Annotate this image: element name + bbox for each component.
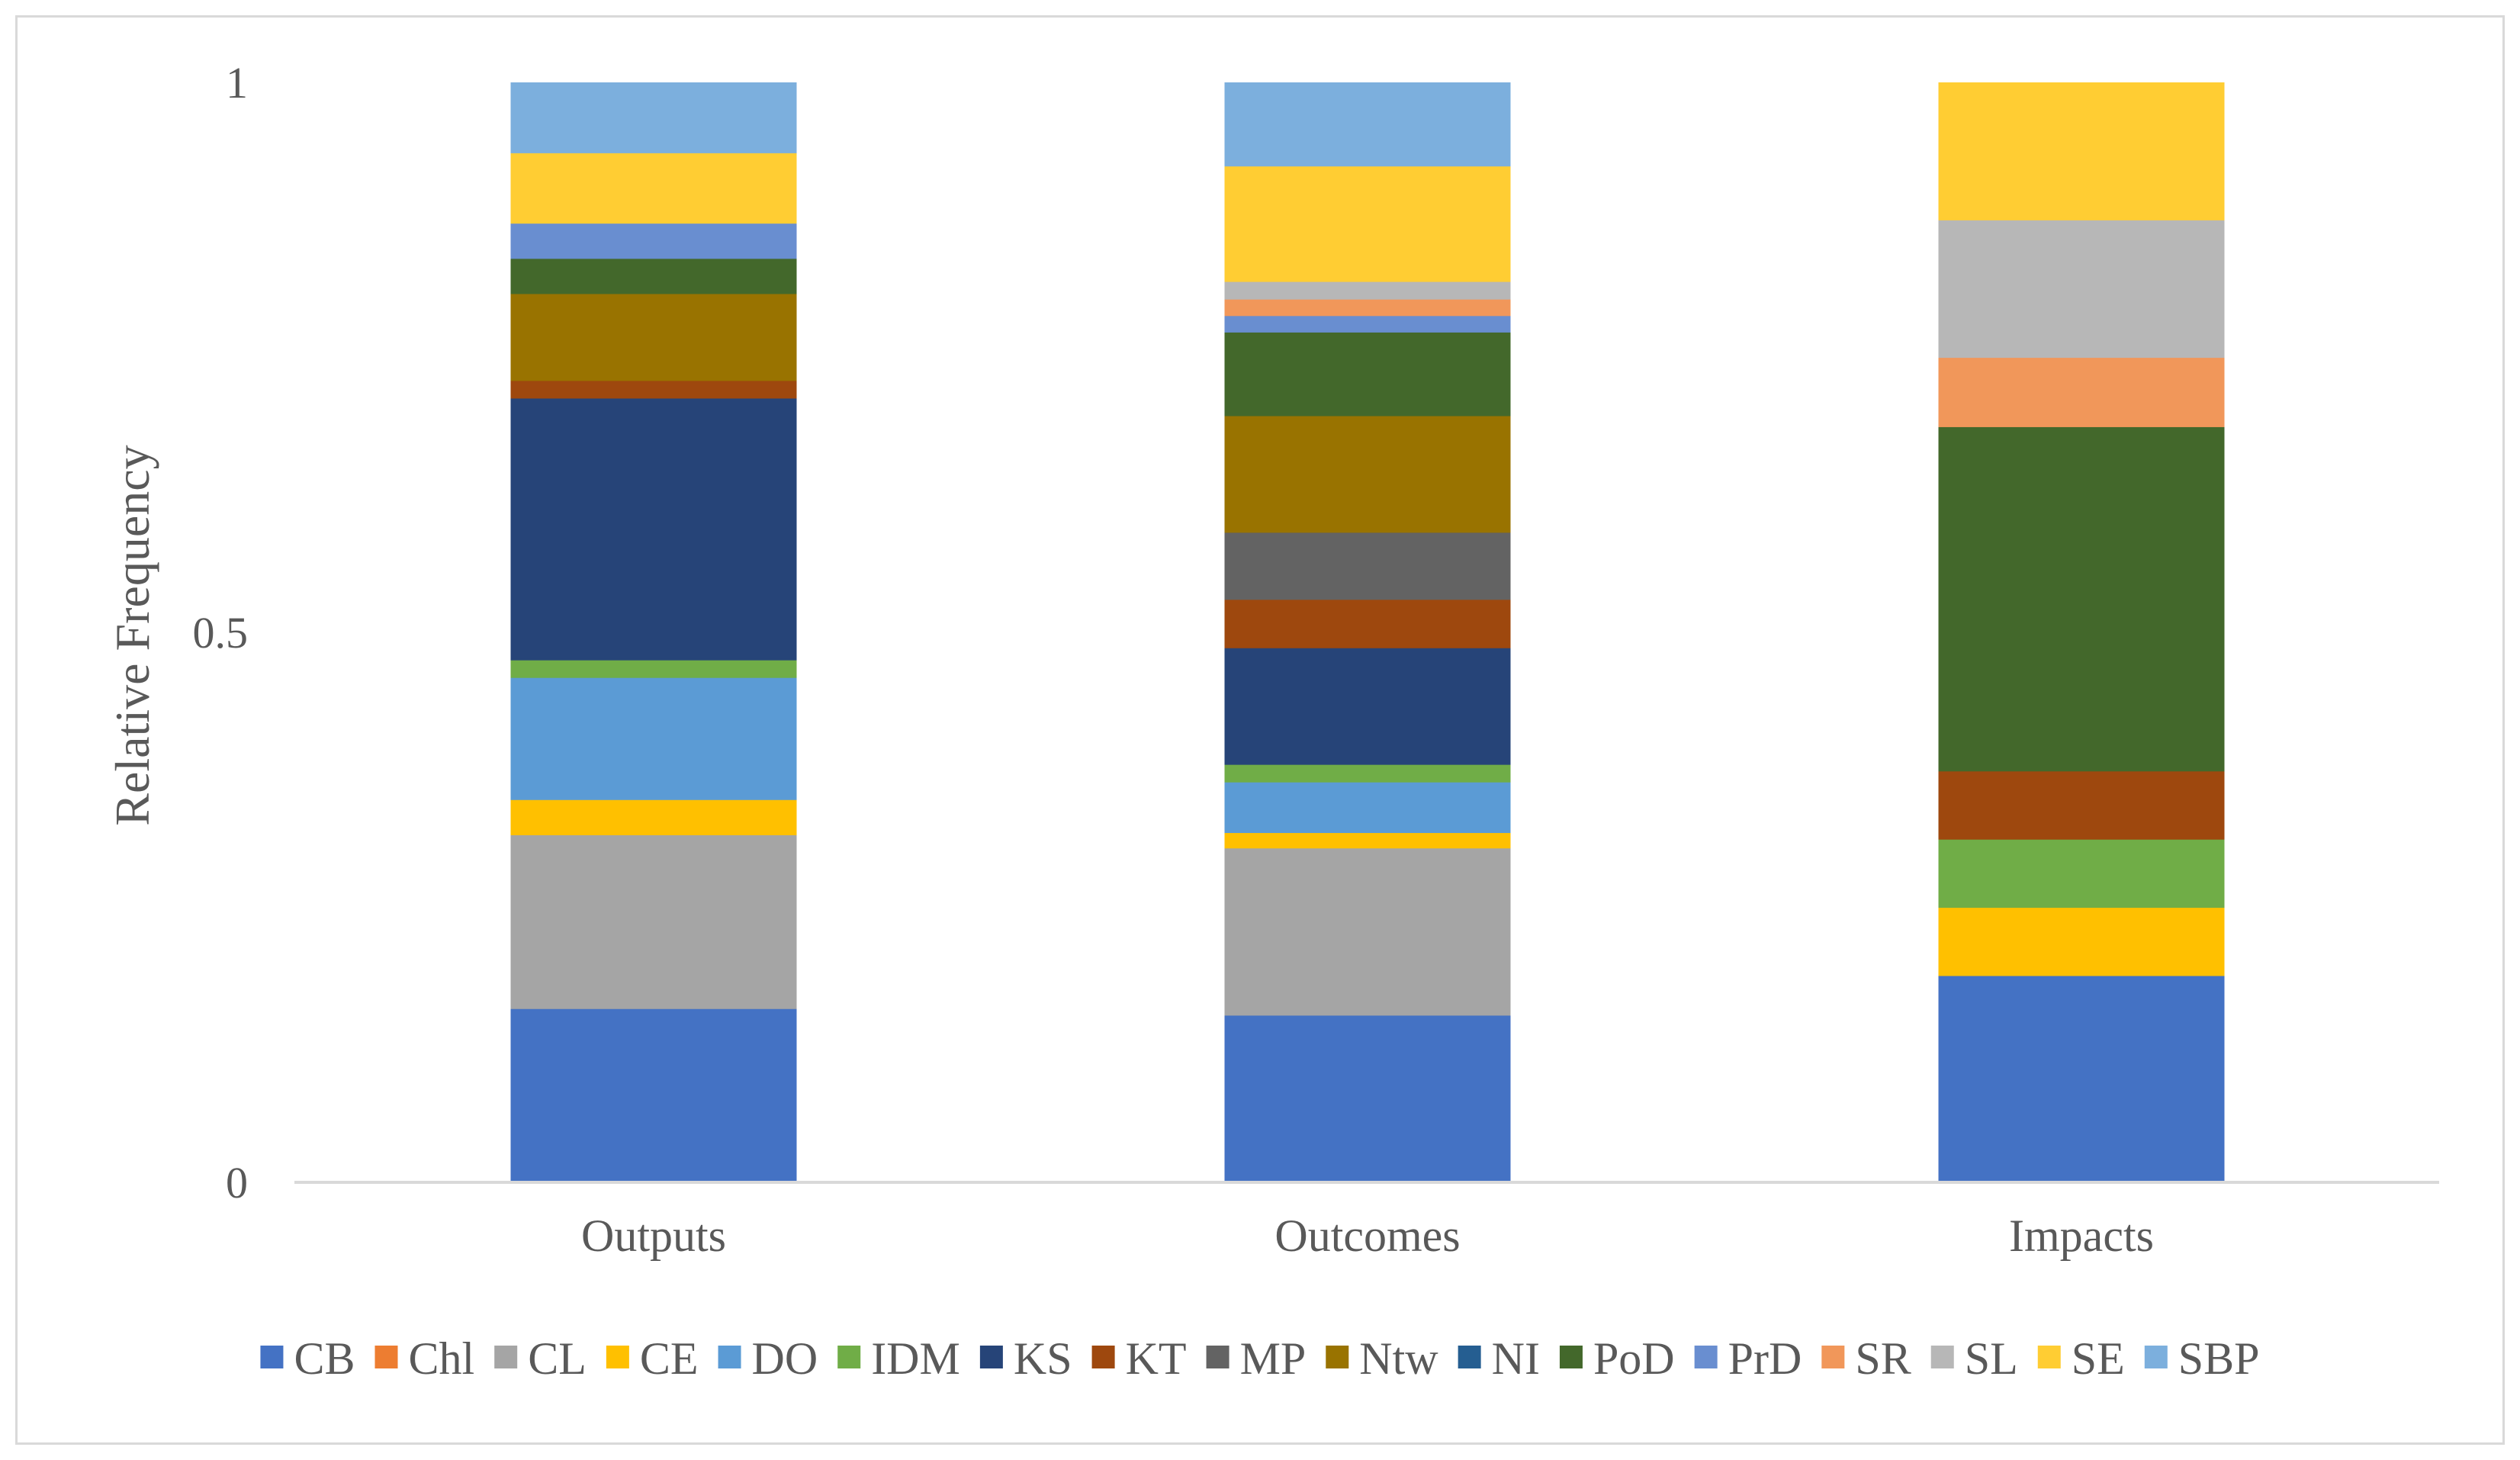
legend-item-do: DO — [718, 1333, 818, 1384]
bar-segment-outcomes-cb — [1224, 1015, 1511, 1183]
bars-group — [510, 82, 2225, 1183]
legend-label-chl: Chl — [408, 1333, 474, 1384]
legend-label-cb: CB — [294, 1333, 355, 1384]
legend-swatch-mp — [1206, 1346, 1229, 1368]
legend-swatch-sbp — [2144, 1346, 2168, 1368]
legend-item-ce: CE — [606, 1333, 699, 1384]
y-axis-label: Relative Frequency — [105, 445, 159, 825]
bar-segment-outcomes-ks — [1224, 648, 1511, 765]
legend-label-cl: CL — [528, 1333, 587, 1384]
legend-swatch-ce — [606, 1346, 629, 1368]
bar-segment-impacts-idm — [1938, 839, 2225, 908]
bar-segment-outputs-kt — [510, 380, 797, 399]
legend-label-pod: PoD — [1593, 1333, 1675, 1384]
legend-label-idm: IDM — [871, 1333, 960, 1384]
x-tick-label-outputs: Outputs — [581, 1211, 726, 1261]
legend-label-sl: SL — [1965, 1333, 2018, 1384]
legend-item-sr: SR — [1821, 1333, 1911, 1384]
bar-segment-outputs-ce — [510, 799, 797, 835]
legend-label-sr: SR — [1855, 1333, 1911, 1384]
bar-segment-outcomes-sr — [1224, 299, 1511, 317]
legend: CB Chl CL CE DO IDM KS KT MP Ntw NI PoD PrD SR SL SE SBP — [260, 1333, 2260, 1384]
bar-segment-outcomes-do — [1224, 782, 1511, 834]
x-tick-labels: Outputs Outcomes Impacts — [581, 1211, 2154, 1261]
legend-label-se: SE — [2072, 1333, 2125, 1384]
legend-swatch-do — [718, 1346, 741, 1368]
y-tick-label: 0.5 — [193, 608, 249, 658]
legend-swatch-se — [2037, 1346, 2061, 1368]
bar-segment-outputs-ntw — [510, 293, 797, 381]
legend-swatch-ni — [1458, 1346, 1481, 1368]
legend-label-ntw: Ntw — [1359, 1333, 1438, 1384]
legend-item-mp: MP — [1206, 1333, 1307, 1384]
bar-segment-impacts-sl — [1938, 220, 2225, 359]
bar-segment-outputs-ks — [510, 397, 797, 661]
bar-segment-outputs-cb — [510, 1008, 797, 1183]
legend-swatch-prd — [1694, 1346, 1718, 1368]
legend-item-ks: KS — [979, 1333, 1072, 1384]
bar-segment-outputs-se — [510, 153, 797, 224]
legend-label-sbp: SBP — [2178, 1333, 2260, 1384]
bar-segment-outcomes-kt — [1224, 599, 1511, 648]
bar-segment-impacts-kt — [1938, 770, 2225, 840]
bar-segment-impacts-se — [1938, 82, 2225, 220]
legend-item-cl: CL — [494, 1333, 587, 1384]
legend-swatch-kt — [1091, 1346, 1115, 1368]
stacked-bar-chart: 00.51 Outputs Outcomes Impacts Relative Fr… — [105, 58, 2439, 1384]
legend-item-ni: NI — [1458, 1333, 1540, 1384]
chart-frame: 0 0.5 1 Outputs Outcomes Impacts Relative Fr… — [15, 15, 2505, 1445]
y-tick-label: 0 — [226, 1158, 248, 1208]
bar-segment-outputs-pod — [510, 258, 797, 294]
bar-segment-outcomes-ce — [1224, 832, 1511, 849]
bar-segment-impacts-ce — [1938, 907, 2225, 976]
legend-item-pod: PoD — [1559, 1333, 1675, 1384]
legend-swatch-pod — [1559, 1346, 1583, 1368]
bar-segment-outcomes-se — [1224, 166, 1511, 282]
bar-segment-impacts-pod — [1938, 426, 2225, 772]
legend-item-sbp: SBP — [2144, 1333, 2260, 1384]
legend-swatch-cl — [494, 1346, 518, 1368]
bar-segment-outputs-do — [510, 677, 797, 800]
legend-swatch-ks — [979, 1346, 1003, 1368]
bar-segment-impacts-sr — [1938, 357, 2225, 427]
legend-item-idm: IDM — [837, 1333, 960, 1384]
legend-label-prd: PrD — [1728, 1333, 1802, 1384]
bar-segment-outputs-prd — [510, 223, 797, 259]
bar-segment-outcomes-sl — [1224, 281, 1511, 300]
legend-swatch-chl — [374, 1346, 398, 1368]
legend-item-cb: CB — [260, 1333, 355, 1384]
bar-segment-impacts-cb — [1938, 975, 2225, 1183]
legend-label-do: DO — [752, 1333, 818, 1384]
legend-item-chl: Chl — [374, 1333, 474, 1384]
bar-segment-outcomes-prd — [1224, 315, 1511, 333]
legend-item-sl: SL — [1930, 1333, 2018, 1384]
bar-segment-outcomes-ntw — [1224, 415, 1511, 533]
legend-swatch-idm — [837, 1346, 861, 1368]
legend-item-prd: PrD — [1694, 1333, 1802, 1384]
legend-item-se: SE — [2037, 1333, 2125, 1384]
legend-swatch-sr — [1821, 1346, 1845, 1368]
legend-label-mp: MP — [1240, 1333, 1307, 1384]
bar-segment-outcomes-idm — [1224, 764, 1511, 783]
legend-label-ce: CE — [640, 1333, 699, 1384]
x-tick-label-impacts: Impacts — [2009, 1211, 2154, 1261]
legend-swatch-sl — [1930, 1346, 1954, 1368]
bar-segment-outputs-sbp — [510, 82, 797, 153]
x-tick-label-outcomes: Outcomes — [1274, 1211, 1460, 1261]
legend-label-ni: NI — [1492, 1333, 1540, 1384]
y-tick-label: 1 — [226, 58, 248, 108]
legend-item-ntw: Ntw — [1326, 1333, 1438, 1384]
bar-segment-outcomes-pod — [1224, 332, 1511, 416]
bar-segment-outcomes-mp — [1224, 532, 1511, 600]
legend-label-ks: KS — [1014, 1333, 1072, 1384]
bar-segment-outputs-cl — [510, 835, 797, 1009]
bar-segment-outputs-idm — [510, 660, 797, 678]
legend-swatch-cb — [260, 1346, 284, 1368]
legend-swatch-ntw — [1326, 1346, 1349, 1368]
bar-segment-outcomes-sbp — [1224, 82, 1511, 167]
legend-label-kt: KT — [1126, 1333, 1187, 1384]
y-tick-labels: 00.51 — [193, 58, 249, 1208]
bar-segment-outcomes-cl — [1224, 847, 1511, 1016]
legend-item-kt: KT — [1091, 1333, 1187, 1384]
